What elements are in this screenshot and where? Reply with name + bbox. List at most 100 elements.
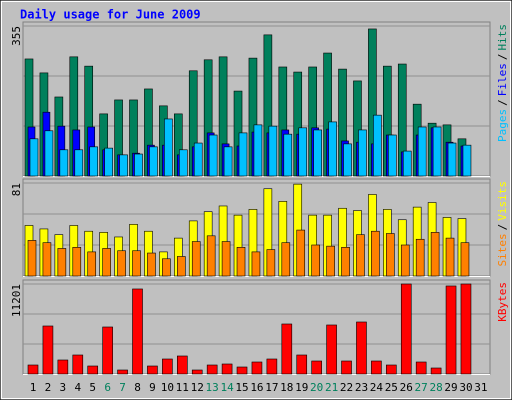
bar (42, 325, 54, 375)
x-tick-label: 30 (459, 381, 472, 394)
bar (164, 118, 173, 177)
x-tick-label: 11 (176, 381, 189, 394)
legend: KBytes (496, 282, 509, 322)
bar (251, 251, 261, 277)
bar (236, 366, 248, 375)
bar (358, 129, 367, 177)
x-tick-label: 6 (104, 381, 111, 394)
x-tick-label: 22 (340, 381, 353, 394)
legend-separator: / (496, 224, 509, 231)
bar (177, 355, 188, 375)
bar (117, 369, 128, 375)
x-tick-label: 4 (74, 381, 81, 394)
x-tick-label: 28 (429, 381, 442, 394)
legend-entry: Hits (496, 24, 509, 51)
bar (356, 321, 367, 375)
bar (371, 360, 382, 375)
bar (266, 249, 276, 277)
bar (132, 288, 143, 375)
y-tick-label: 355 (10, 26, 23, 46)
bar (296, 229, 306, 277)
bar (221, 363, 233, 375)
bar (72, 354, 84, 375)
bar (341, 246, 350, 277)
legend-entry: Pages (496, 109, 509, 142)
bar (162, 258, 171, 277)
x-tick-label: 19 (295, 381, 308, 394)
bar (191, 241, 201, 277)
bar (147, 365, 158, 375)
legend-separator: / (496, 54, 509, 61)
bar (447, 142, 457, 177)
bar (460, 283, 472, 375)
x-tick-label: 25 (385, 381, 398, 394)
bar (430, 367, 442, 375)
x-tick-label: 2 (45, 381, 52, 394)
bar (281, 323, 293, 375)
legend-entry: Files (496, 63, 509, 96)
x-tick-label: 21 (325, 381, 338, 394)
x-tick-label: 20 (310, 381, 323, 394)
bar (432, 126, 442, 177)
x-tick-label: 1 (30, 381, 37, 394)
legend-separator: / (496, 99, 509, 106)
x-tick-label: 27 (415, 381, 428, 394)
bar (402, 150, 412, 177)
bar (326, 245, 335, 277)
bar (462, 144, 472, 177)
bar (117, 250, 126, 277)
bar (296, 354, 308, 375)
bar (415, 361, 427, 375)
bar (119, 154, 128, 177)
x-tick-label: 17 (265, 381, 278, 394)
y-tick-label: 81 (10, 183, 23, 196)
bar (177, 256, 186, 277)
x-tick-label: 24 (370, 381, 384, 394)
bar (328, 121, 337, 177)
legend-entry: KBytes (496, 282, 509, 322)
bar (102, 326, 113, 375)
bar (57, 248, 67, 277)
y-tick-label: 11201 (10, 284, 23, 317)
bar (206, 235, 216, 277)
x-tick-label: 23 (355, 381, 368, 394)
legend-entry: Visits (496, 181, 509, 221)
bar (223, 146, 233, 177)
bar (134, 153, 143, 177)
x-tick-label: 18 (280, 381, 293, 394)
bar (147, 252, 156, 277)
bar (400, 283, 412, 375)
x-tick-label: 10 (161, 381, 174, 394)
bar (59, 149, 69, 177)
legend: Sites / Visits (496, 181, 509, 267)
bar (236, 246, 246, 277)
bar (253, 124, 263, 177)
bar (298, 127, 308, 177)
x-tick-label: 16 (250, 381, 263, 394)
bar (371, 230, 380, 277)
bar (417, 126, 427, 177)
bar (386, 364, 397, 375)
bar (445, 285, 457, 375)
bar (268, 125, 278, 177)
bar (238, 132, 248, 177)
x-tick-label: 5 (89, 381, 96, 394)
bar (430, 232, 440, 277)
bar (311, 360, 322, 375)
bar (27, 240, 37, 277)
bar (102, 248, 111, 277)
bar (460, 242, 470, 277)
bar (283, 133, 293, 177)
bar (373, 114, 382, 177)
x-tick-label: 12 (191, 381, 204, 394)
bar (386, 233, 395, 277)
x-tick-label: 8 (134, 381, 141, 394)
bar (206, 364, 218, 375)
bar (356, 234, 365, 277)
bar (326, 324, 337, 375)
bar (87, 251, 97, 277)
x-tick-label: 26 (400, 381, 413, 394)
bar (400, 244, 410, 277)
x-tick-label: 15 (235, 381, 248, 394)
bar (44, 130, 54, 177)
